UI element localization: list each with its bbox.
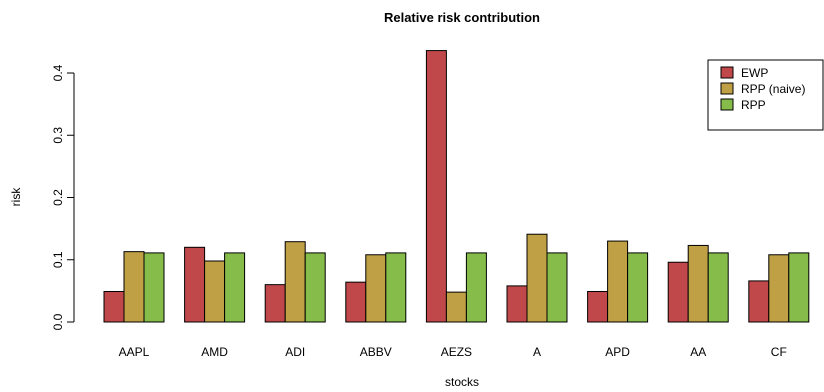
bar xyxy=(506,285,528,323)
bar xyxy=(123,251,145,323)
bar xyxy=(788,252,810,323)
bar xyxy=(707,252,729,323)
x-tick-label: CF xyxy=(771,345,787,359)
bar xyxy=(184,246,206,323)
x-tick-label: A xyxy=(533,345,541,359)
bar xyxy=(667,261,689,323)
y-tick-label: 0.1 xyxy=(51,251,65,268)
y-axis-label: risk xyxy=(9,187,23,207)
bar xyxy=(425,50,447,323)
y-axis: 0.0 0.1 0.2 0.3 0.4 xyxy=(51,64,75,330)
bar xyxy=(365,254,387,323)
bar xyxy=(284,241,306,323)
legend-label: RPP (naive) xyxy=(741,82,805,96)
bar xyxy=(103,290,125,323)
x-tick-label: AMD xyxy=(201,345,228,359)
bar xyxy=(627,252,649,323)
legend-swatch xyxy=(720,98,734,111)
bar xyxy=(687,244,709,323)
bar xyxy=(204,260,226,323)
legend: EWP RPP (naive) RPP xyxy=(707,59,824,131)
bar xyxy=(748,280,770,323)
legend-swatch xyxy=(720,66,734,79)
x-tick-label: AAPL xyxy=(119,345,150,359)
bar xyxy=(587,290,609,323)
bar xyxy=(143,252,165,323)
x-axis: AAPL AMD ADI ABBV AEZS A APD AA CF xyxy=(119,345,787,359)
bar xyxy=(546,252,568,323)
y-tick-label: 0.3 xyxy=(51,127,65,144)
x-axis-label: stocks xyxy=(445,375,479,389)
bar xyxy=(768,254,790,323)
legend-swatch xyxy=(720,82,734,95)
y-tick-label: 0.4 xyxy=(51,64,65,81)
x-tick-label: APD xyxy=(605,345,630,359)
bar xyxy=(465,252,487,323)
legend-label: RPP xyxy=(741,98,766,112)
legend-label: EWP xyxy=(741,66,768,80)
bar xyxy=(264,284,286,323)
x-tick-label: ADI xyxy=(285,345,305,359)
y-tick-label: 0.0 xyxy=(51,313,65,330)
x-tick-label: AEZS xyxy=(441,345,472,359)
x-tick-label: AA xyxy=(690,345,706,359)
bar xyxy=(224,252,246,323)
bar xyxy=(526,233,548,323)
x-tick-label: ABBV xyxy=(360,345,392,359)
chart-title: Relative risk contribution xyxy=(384,10,540,25)
bar xyxy=(607,240,629,323)
bar xyxy=(445,291,467,323)
plot-area xyxy=(103,50,810,323)
y-tick-label: 0.2 xyxy=(51,189,65,206)
bar xyxy=(385,252,407,323)
bar xyxy=(304,252,326,323)
bar xyxy=(345,281,367,323)
